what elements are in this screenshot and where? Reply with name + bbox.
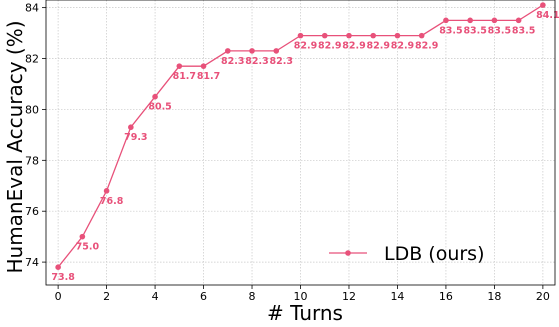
data-point [103,188,110,194]
data-labels: 73.875.076.879.380.581.7 81.782.3 82.3 82.3… [51,10,559,283]
data-point [515,17,522,24]
data-point [540,2,546,8]
x-tick-label: 20 [536,290,550,303]
x-tick-label: 4 [152,290,159,303]
y-tick-label: 84 [25,2,39,15]
data-point [55,264,61,270]
data-point [394,32,401,39]
y-tick-label: 80 [25,103,39,116]
x-tick-label: 0 [55,290,62,303]
x-tick-label: 18 [487,290,501,303]
series-layer [55,2,546,270]
data-point [297,32,304,39]
x-axis-ticks: 0 2 4 6 8 10 12 14 16 18 20 [55,285,550,303]
legend-marker [345,250,351,256]
data-label: 82.9 [342,41,365,52]
data-point [418,32,425,39]
data-point [491,17,498,24]
data-point [346,32,352,39]
x-tick-label: 14 [390,290,404,303]
x-tick-label: 16 [439,290,453,303]
data-label: 79.3 [124,132,147,143]
data-label: 82.9 [318,41,341,52]
data-label: 83.5 [463,25,486,36]
data-point [443,17,449,24]
y-tick-label: 82 [25,53,39,66]
y-tick-label: 78 [25,154,39,167]
data-point [321,32,328,39]
data-label: 80.5 [148,102,171,113]
data-label: 84.1 [536,10,559,21]
data-label: 76.8 [100,196,124,207]
data-label: 75.0 [76,242,100,253]
data-label: 82.3 [245,56,268,67]
x-tick-label: 8 [249,290,256,303]
x-axis-label: # Turns [267,301,343,325]
data-point [200,63,207,69]
data-label: 73.8 [51,272,75,283]
y-axis-ticks: 74 76 78 80 82 84 [25,2,46,269]
data-point [224,48,231,54]
data-label: 83.5 [439,25,462,36]
data-point [128,124,134,131]
data-label: 81.7 [197,71,220,82]
data-point [79,233,86,240]
data-label: 81.7 [173,71,196,82]
data-label: 82.9 [391,41,414,52]
x-tick-label: 2 [103,290,110,303]
x-tick-label: 12 [342,290,356,303]
y-tick-label: 76 [25,205,39,218]
x-tick-label: 6 [200,290,207,303]
legend-entry: LDB (ours) [384,243,485,265]
data-label: 82.9 [294,41,317,52]
x-tick-label: 10 [294,290,308,303]
data-label: 82.9 [366,41,389,52]
data-point [370,32,377,39]
legend: LDB (ours) [329,243,485,265]
data-point [152,93,158,100]
data-point [273,48,280,54]
y-axis-label: HumanEval Accuracy (%) [3,20,27,273]
grid [46,0,555,285]
data-label: 82.3 [270,56,293,67]
data-point [249,48,255,54]
data-label: 83.5 [488,25,511,36]
y-tick-label: 74 [25,256,39,269]
data-label: 83.5 [512,25,535,36]
data-point [467,17,473,24]
data-label: 82.3 [221,56,244,67]
data-label: 82.9 [415,41,438,52]
data-point [176,63,183,69]
